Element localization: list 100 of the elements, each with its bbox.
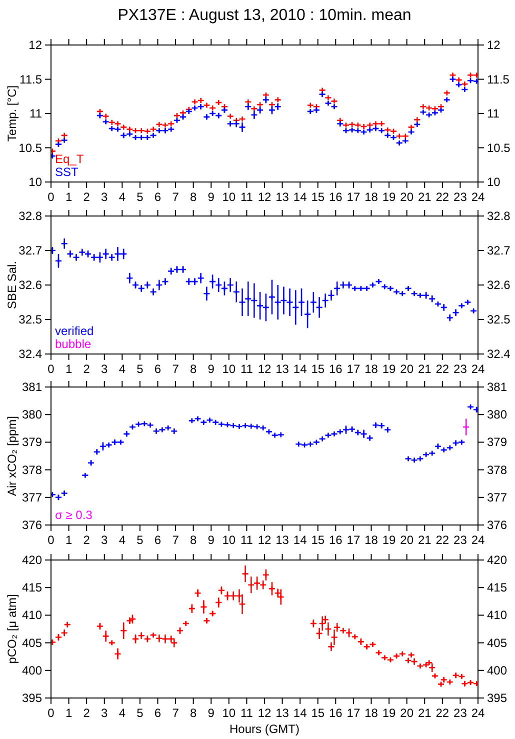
x-tick-label: 20 [400, 706, 414, 720]
x-tick-label: 16 [328, 706, 343, 720]
y2-tick-label: 32.6 [487, 278, 511, 292]
y-tick-label: 10.5 [18, 140, 42, 155]
x-tick-label: 6 [154, 190, 162, 204]
y2-tick-label: 415 [487, 580, 508, 595]
x-tick-label: 18 [364, 190, 378, 204]
y-tick-label: 376 [22, 518, 42, 532]
x-tick-label: 17 [346, 533, 360, 547]
x-tick-label: 18 [364, 706, 378, 720]
x-tick-label: 20 [400, 190, 414, 204]
x-tick-label: 2 [83, 533, 90, 547]
x-tick-label: 8 [190, 706, 197, 720]
x-tick-label: 19 [382, 190, 396, 204]
x-tick-label: 13 [276, 362, 290, 376]
x-tick-label: 3 [101, 533, 108, 547]
y2-tick-label: 11.5 [487, 72, 510, 86]
x-tick-label: 23 [454, 533, 468, 547]
x-tick-label: 14 [293, 706, 308, 720]
x-tick-label: 7 [172, 533, 180, 547]
x-tick-label: 0 [48, 706, 55, 720]
x-tick-label: 15 [311, 706, 325, 720]
x-tick-label: 0 [48, 362, 55, 376]
x-tick-label: 7 [172, 706, 180, 720]
series-label: SST [55, 165, 80, 179]
x-tick-label: 11 [240, 533, 254, 547]
y-tick-label: 405 [22, 636, 42, 650]
y2-tick-label: 379 [487, 435, 508, 450]
x-tick-label: 12 [258, 533, 272, 547]
x-tick-label: 11 [240, 362, 254, 376]
x-tick-label: 22 [436, 533, 450, 547]
x-tick-label: 21 [418, 190, 432, 204]
x-tick-label: 6 [154, 533, 162, 547]
y2-tick-label: 376 [487, 518, 508, 532]
x-tick-label: 12 [258, 362, 272, 376]
y-tick-label: 415 [22, 580, 42, 595]
x-axis-title: Hours (GMT) [230, 722, 300, 736]
x-tick-label: 19 [382, 362, 396, 376]
x-tick-label: 22 [436, 190, 450, 204]
y-tick-label: 381 [22, 380, 42, 394]
x-tick-label: 10 [222, 190, 236, 204]
y-tick-label: 380 [22, 408, 42, 422]
y-tick-label: 11.5 [20, 72, 42, 86]
y2-tick-label: 32.4 [487, 347, 511, 361]
y-tick-label: 32.6 [18, 278, 42, 292]
x-tick-label: 19 [382, 706, 396, 720]
y-tick-label: 12 [28, 38, 42, 52]
x-tick-label: 9 [208, 190, 215, 204]
x-tick-label: 3 [101, 362, 108, 376]
x-tick-label: 3 [101, 706, 108, 720]
x-tick-label: 17 [346, 190, 360, 204]
x-tick-label: 11 [240, 706, 254, 720]
y2-tick-label: 10 [487, 175, 501, 189]
x-tick-label: 16 [328, 533, 343, 547]
y2-tick-label: 12 [487, 38, 501, 52]
x-tick-label: 20 [400, 533, 414, 547]
y-tick-label: 32.5 [18, 312, 42, 326]
x-tick-label: 6 [154, 706, 162, 720]
y2-tick-label: 32.5 [487, 312, 511, 326]
x-tick-label: 22 [436, 362, 450, 376]
x-tick-label: 24 [471, 533, 485, 547]
x-tick-label: 13 [276, 706, 290, 720]
y-axis-title: SBE Sal. [5, 260, 19, 310]
x-tick-label: 15 [311, 362, 325, 376]
y2-tick-label: 410 [487, 608, 508, 622]
x-tick-label: 24 [471, 362, 485, 376]
x-tick-label: 16 [328, 362, 343, 376]
x-tick-label: 21 [418, 533, 432, 547]
y2-tick-label: 32.8 [487, 209, 511, 223]
x-tick-label: 1 [65, 706, 72, 720]
y-tick-label: 377 [22, 490, 42, 504]
x-tick-label: 5 [136, 706, 144, 720]
y-tick-label: 10 [28, 175, 42, 189]
x-tick-label: 15 [311, 190, 325, 204]
x-tick-label: 2 [83, 190, 90, 204]
x-tick-label: 5 [136, 533, 144, 547]
y-tick-label: 32.8 [18, 209, 42, 223]
y-tick-label: 32.4 [18, 347, 42, 361]
x-tick-label: 13 [276, 190, 290, 204]
x-tick-label: 9 [208, 362, 215, 376]
x-tick-label: 4 [118, 706, 126, 720]
x-tick-label: 21 [418, 706, 432, 720]
legend-label: bubble [55, 337, 92, 351]
x-tick-label: 1 [65, 362, 72, 376]
x-tick-label: 12 [258, 190, 272, 204]
x-tick-label: 11 [240, 190, 254, 204]
x-tick-label: 5 [136, 190, 144, 204]
x-tick-label: 18 [364, 362, 378, 376]
x-tick-label: 10 [222, 706, 236, 720]
x-tick-label: 6 [154, 362, 162, 376]
text: verified [55, 324, 94, 338]
x-tick-label: 12 [258, 706, 272, 720]
y-tick-label: 11 [30, 106, 42, 120]
x-tick-label: 22 [436, 706, 450, 720]
x-tick-label: 8 [190, 533, 197, 547]
x-tick-label: 23 [454, 362, 468, 376]
y2-tick-label: 378 [487, 462, 508, 477]
y-axis-title: pCO₂ [μ atm] [5, 594, 19, 664]
series-label: Eq_T [55, 152, 84, 166]
x-tick-label: 2 [83, 706, 90, 720]
